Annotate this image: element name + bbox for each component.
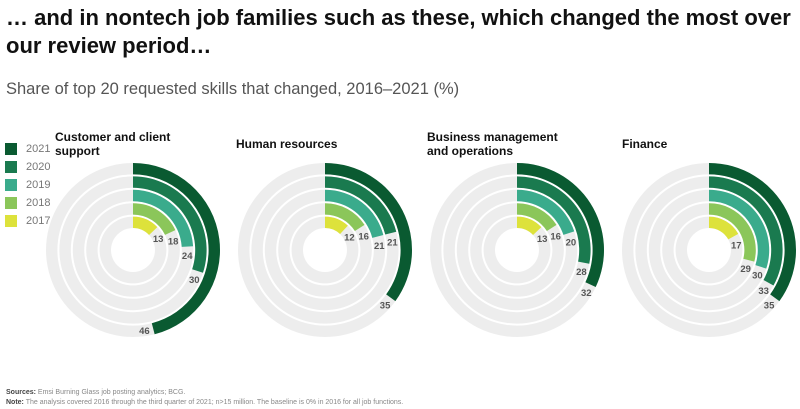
- chart-subtitle: Share of top 20 requested skills that ch…: [6, 80, 460, 98]
- data-label-2019: 24: [182, 251, 193, 262]
- bar-2019: [517, 189, 575, 235]
- bar-2017: [325, 216, 348, 234]
- panel-title-customer-support: Customer and client support: [55, 130, 171, 158]
- legend-item-2021: 2021: [5, 140, 50, 158]
- legend-label: 2019: [26, 179, 51, 191]
- bar-2017: [133, 216, 158, 235]
- page-title: … and in nontech job families such as th…: [6, 5, 791, 58]
- legend-swatch: [5, 143, 17, 155]
- legend-label: 2020: [26, 161, 51, 173]
- bar-2019: [133, 189, 194, 247]
- bar-2018: [709, 203, 756, 262]
- data-label-2019: 21: [374, 241, 385, 252]
- data-label-2021: 35: [380, 300, 391, 311]
- bar-2017: [517, 216, 542, 235]
- data-label-2017: 17: [731, 241, 742, 252]
- data-label-2020: 30: [189, 275, 200, 286]
- footnote: Note: The analysis covered 2016 through …: [6, 399, 403, 406]
- bar-2017: [709, 216, 739, 240]
- data-label-2020: 28: [576, 267, 587, 278]
- legend: 2021 2020 2019 2018 2017: [5, 140, 50, 230]
- legend-swatch: [5, 197, 17, 209]
- data-label-2017: 13: [537, 234, 548, 245]
- legend-swatch: [5, 215, 17, 227]
- legend-label: 2018: [26, 197, 51, 209]
- bar-2021: [133, 163, 220, 335]
- panel-title-finance: Finance: [622, 137, 668, 151]
- data-label-2021: 32: [581, 288, 592, 299]
- bar-2021: [517, 163, 605, 288]
- legend-item-2017: 2017: [5, 212, 50, 230]
- bar-2018: [325, 203, 365, 232]
- legend-swatch: [5, 161, 17, 173]
- sources-text: Emsi Burning Glass job posting analytics…: [35, 389, 186, 396]
- sources-label: Sources:: [6, 389, 36, 396]
- bar-2020: [709, 176, 783, 286]
- data-label-2019: 30: [752, 271, 763, 282]
- legend-swatch: [5, 179, 17, 191]
- data-label-2017: 12: [344, 232, 355, 243]
- note-label: Note:: [6, 399, 24, 406]
- bar-2021: [325, 163, 412, 302]
- bar-2018: [517, 203, 557, 232]
- data-label-2017: 13: [153, 234, 164, 245]
- bar-2020: [325, 176, 397, 235]
- data-label-2021: 35: [764, 300, 775, 311]
- data-label-2020: 21: [387, 237, 398, 248]
- bar-2020: [133, 176, 207, 273]
- panel-title-business-management: Business management and operations: [427, 130, 558, 158]
- bar-2019: [709, 189, 770, 269]
- data-label-2020: 33: [758, 286, 769, 297]
- data-label-2018: 16: [550, 232, 561, 243]
- data-label-2019: 20: [566, 237, 577, 248]
- data-label-2021: 46: [139, 326, 150, 337]
- legend-item-2018: 2018: [5, 194, 50, 212]
- sources-note: Sources: Emsi Burning Glass job posting …: [6, 389, 185, 396]
- legend-item-2020: 2020: [5, 158, 50, 176]
- bar-2021: [709, 163, 796, 302]
- data-label-2018: 18: [168, 236, 179, 247]
- panel-title-human-resources: Human resources: [236, 137, 338, 151]
- legend-label: 2021: [26, 143, 51, 155]
- note-text: The analysis covered 2016 through the th…: [23, 399, 404, 406]
- bar-2018: [133, 203, 176, 235]
- bar-2020: [517, 176, 591, 264]
- ring-track: [291, 216, 359, 284]
- data-label-2018: 29: [740, 264, 751, 275]
- legend-label: 2017: [26, 215, 51, 227]
- data-label-2018: 16: [358, 232, 369, 243]
- legend-item-2019: 2019: [5, 176, 50, 194]
- bar-2019: [325, 189, 384, 238]
